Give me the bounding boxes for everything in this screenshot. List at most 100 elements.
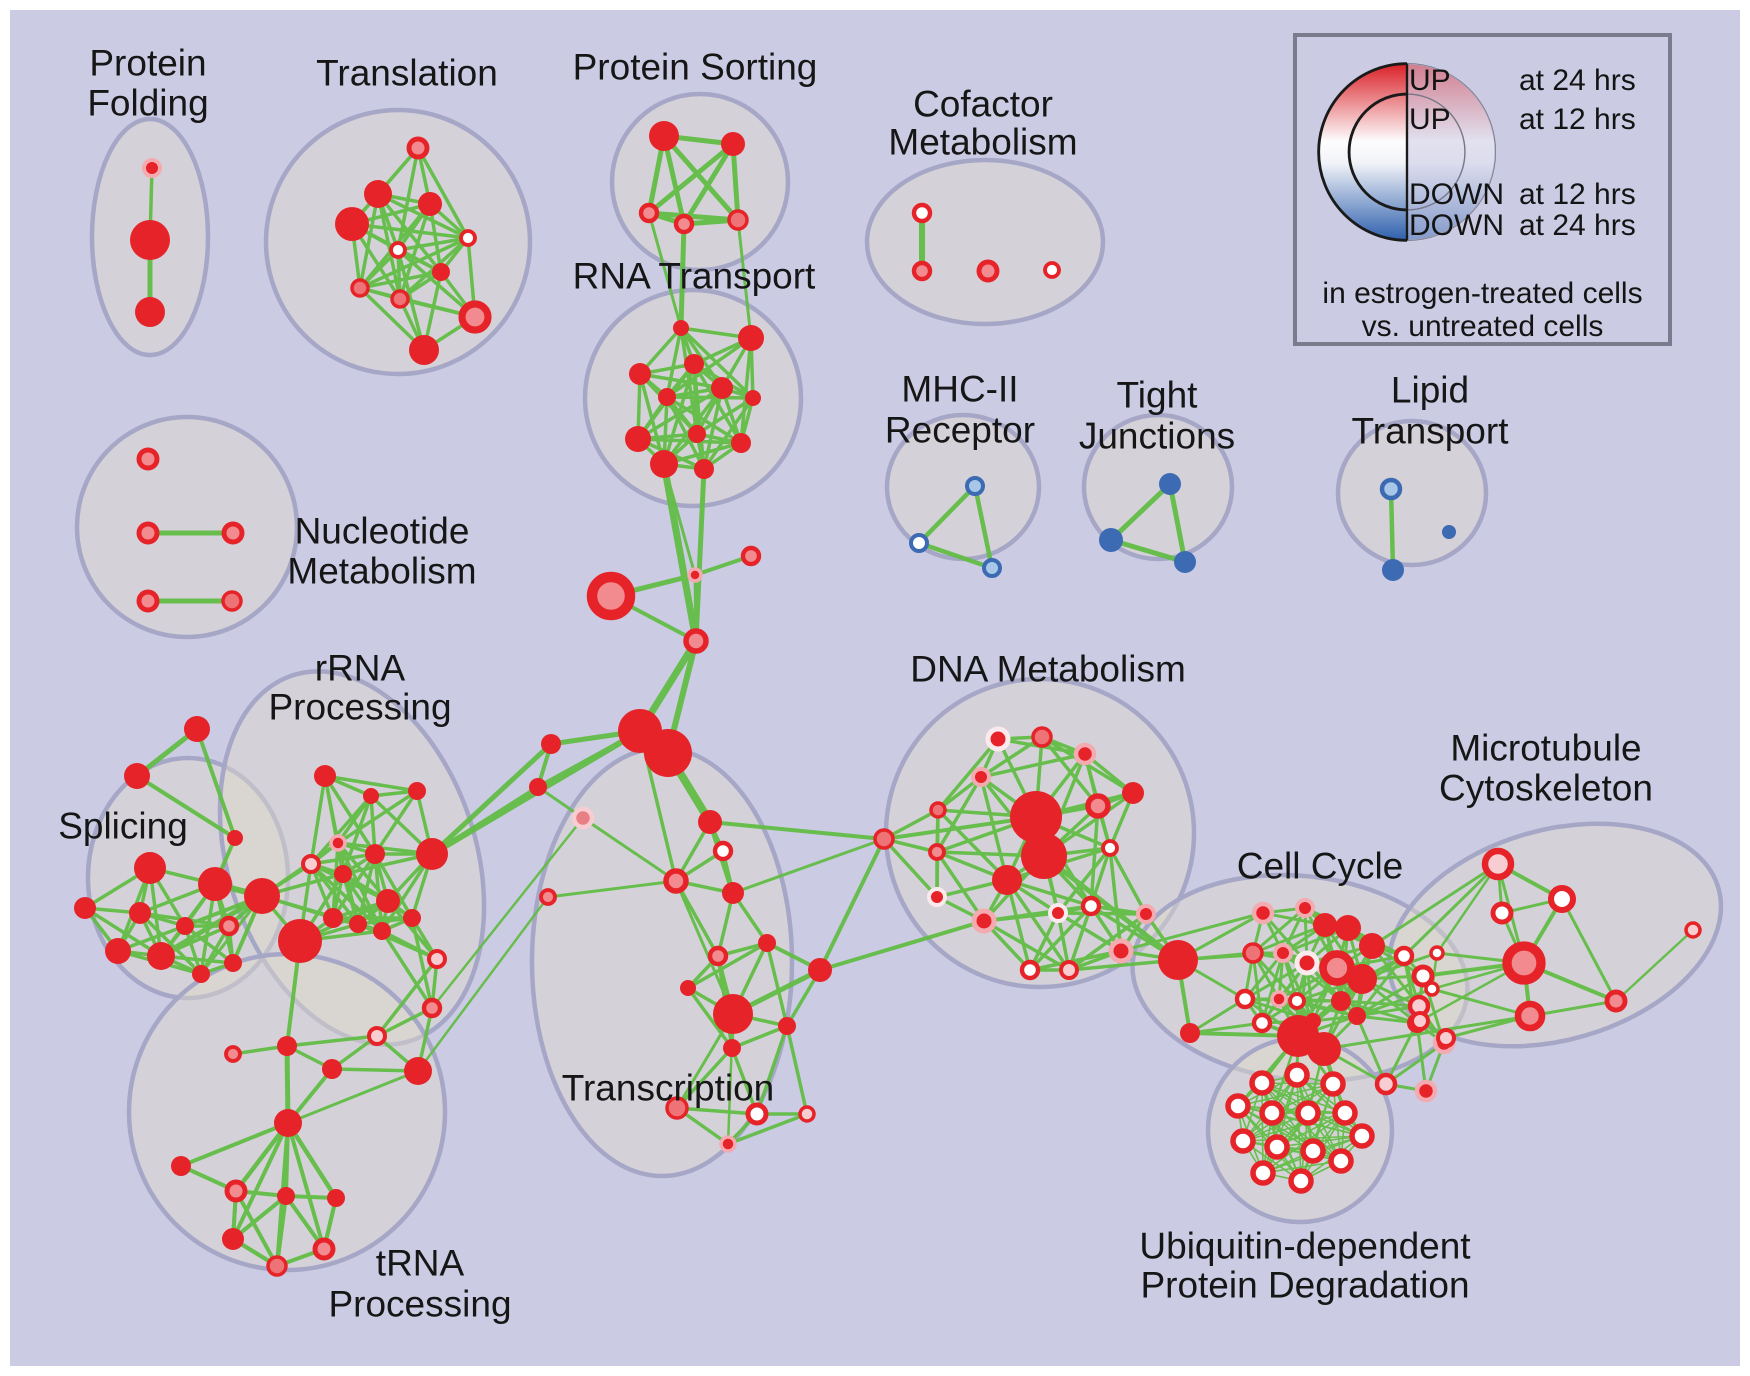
gene-mhc-node-bl[interactable] [982,558,1002,578]
gene-spl-node-r[interactable] [74,897,96,919]
gene-rrna-node-r[interactable] [314,765,336,787]
gene-cc-node-p[interactable] [1242,942,1264,964]
gene-rt-node-r[interactable] [684,354,704,374]
gene-dna-node-r[interactable] [992,865,1022,895]
gene-spl-node-r[interactable] [129,902,151,924]
gene-free-node-pp[interactable] [571,806,595,830]
gene-rrna-node-r[interactable] [376,889,400,913]
gene-cc-node-wr[interactable] [1294,950,1320,976]
gene-pf-node-r[interactable] [135,297,165,327]
gene-rt-node-r[interactable] [711,377,733,399]
gene-rt-node-r[interactable] [658,388,676,406]
gene-cc-node-r[interactable] [1348,1007,1366,1025]
gene-trans-node-rp[interactable] [663,868,689,894]
gene-dna-node-rp[interactable] [1085,793,1111,819]
gene-ub-node-rw[interactable] [1284,1062,1310,1088]
gene-ub-node-rw[interactable] [1320,1071,1346,1097]
gene-tj-node-b[interactable] [1099,528,1123,552]
gene-tj-node-b[interactable] [1174,551,1196,573]
gene-mhc-node-bw[interactable] [909,533,929,553]
gene-rrna-node-r[interactable] [334,865,352,883]
gene-dna-node-p[interactable] [873,828,895,850]
gene-cf-node-rp[interactable] [976,259,1000,283]
gene-ub-node-rw[interactable] [1264,1134,1290,1160]
gene-dna-node-pl[interactable] [1059,960,1079,980]
gene-spl-node-r[interactable] [176,917,194,935]
gene-ub-node-rw[interactable] [1225,1093,1251,1119]
gene-trans-node-rp[interactable] [707,945,729,967]
gene-free-node-rp[interactable] [683,628,709,654]
gene-mt-node-rw[interactable] [1490,901,1514,925]
gene-mt-node-rp[interactable] [1514,1000,1546,1032]
gene-rrna-node-r[interactable] [404,1057,432,1085]
gene-ub-node-rw[interactable] [1332,1100,1358,1126]
gene-dna-node-rp[interactable] [928,843,946,861]
gene-nm-node-p[interactable] [221,590,243,612]
gene-cc-node-r[interactable] [1307,1032,1341,1066]
gene-tr-node-r[interactable] [409,335,439,365]
gene-trna-node-rp[interactable] [312,1237,336,1261]
gene-rrna-node-r[interactable] [365,844,385,864]
gene-free-node-rp[interactable] [539,888,557,906]
gene-tr-node-p[interactable] [350,278,370,298]
gene-trans-node-pl[interactable] [798,1105,816,1123]
gene-trna-node-r[interactable] [222,1228,244,1250]
gene-pf-node-pr[interactable] [142,158,162,178]
gene-dna-node-wr[interactable] [927,887,947,907]
gene-cc-node-pr[interactable] [1270,990,1288,1008]
gene-rrna-node-r[interactable] [323,908,343,928]
gene-tr-node-p[interactable] [390,289,410,309]
gene-trna-node-r[interactable] [327,1189,345,1207]
gene-mt-node-pl[interactable] [1684,921,1702,939]
gene-free-node-r[interactable] [541,734,561,754]
gene-dna-node-r[interactable] [1122,782,1144,804]
gene-rt-node-r[interactable] [673,320,689,336]
gene-trans-node-rw[interactable] [712,840,734,862]
gene-dna-node-rw[interactable] [1019,959,1041,981]
gene-mt-node-rp[interactable] [1604,989,1628,1013]
gene-mt-node-rp[interactable] [1502,941,1546,985]
gene-trans-node-pr[interactable] [719,1135,737,1153]
gene-dna-node-wr[interactable] [985,726,1011,752]
gene-ub-node-rw[interactable] [1349,1123,1375,1149]
gene-rrna-node-r[interactable] [349,915,367,933]
gene-rrna-node-pr[interactable] [329,834,347,852]
gene-ub-node-rw[interactable] [1249,1070,1275,1096]
gene-cf-node-rw[interactable] [911,202,933,224]
gene-cc-node-pr[interactable] [1273,943,1293,963]
gene-ps-node-rp[interactable] [638,202,660,224]
gene-cc-node-rw[interactable] [1393,945,1415,967]
gene-trans-node-r[interactable] [698,810,722,834]
gene-cc-node-rw[interactable] [1251,1012,1273,1034]
gene-rt-node-r[interactable] [688,425,706,443]
gene-cc-node-rw[interactable] [1288,992,1306,1010]
gene-dna-node-rw[interactable] [1101,839,1119,857]
gene-dna-node-r[interactable] [1010,791,1062,843]
gene-trans-node-r[interactable] [713,994,753,1034]
gene-dna-node-pr[interactable] [971,767,991,787]
gene-rt-node-r[interactable] [694,459,714,479]
gene-tr-node-rp[interactable] [458,300,492,334]
gene-cf-node-rw[interactable] [1043,261,1061,279]
gene-ps-node-r[interactable] [721,132,745,156]
gene-trans-node-r[interactable] [808,958,832,982]
gene-free-node-r[interactable] [227,830,243,846]
gene-ps-node-rp[interactable] [673,213,695,235]
gene-tr-node-r[interactable] [432,263,450,281]
gene-cc-node-r[interactable] [1313,913,1337,937]
gene-ub-node-rw[interactable] [1230,1128,1256,1154]
gene-trna-node-r[interactable] [171,1156,191,1176]
gene-mt-node-rw[interactable] [1429,945,1445,961]
gene-tr-node-r[interactable] [335,207,369,241]
gene-rrna-node-r[interactable] [408,782,426,800]
gene-rrna-node-pl[interactable] [427,949,447,969]
gene-tr-node-rw[interactable] [459,229,477,247]
gene-ps-node-p[interactable] [727,209,749,231]
gene-dna-node-pr[interactable] [971,908,997,934]
gene-spl-node-r[interactable] [147,942,175,970]
gene-tr-node-rw[interactable] [389,241,407,259]
gene-dna-node-pr[interactable] [1108,938,1134,964]
gene-rrna-node-r[interactable] [363,788,379,804]
gene-dna-node-p[interactable] [1031,726,1053,748]
gene-spl-node-r[interactable] [224,954,242,972]
